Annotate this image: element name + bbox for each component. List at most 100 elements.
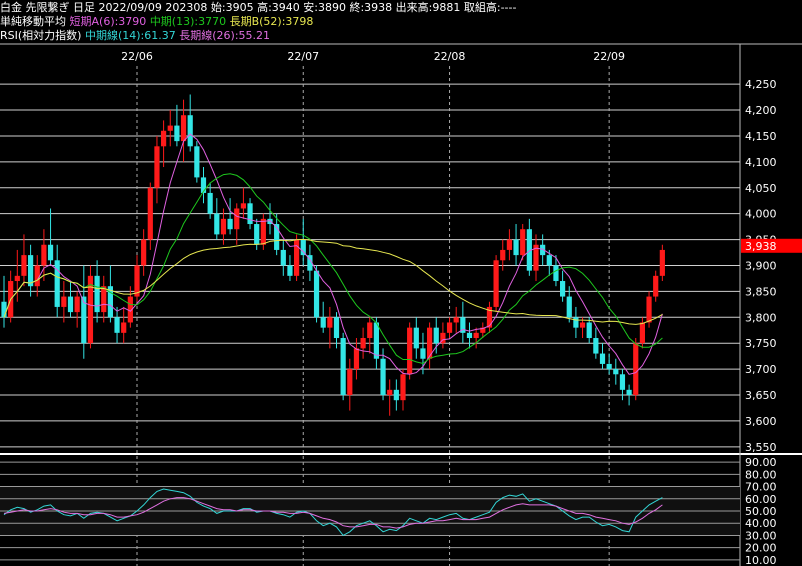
candle-body xyxy=(180,115,187,142)
candle-body xyxy=(81,296,87,344)
up-candle xyxy=(440,322,446,349)
candle-body xyxy=(340,338,346,396)
up-candle xyxy=(34,255,40,297)
price-tick-label: 3,550 xyxy=(745,441,777,454)
ma-mid-line xyxy=(3,173,663,365)
down-candle xyxy=(214,198,220,240)
candle-body xyxy=(127,296,133,323)
candle-body xyxy=(586,322,592,339)
candle-body xyxy=(200,177,207,193)
up-candle xyxy=(453,306,459,333)
date-tick-label: 22/07 xyxy=(287,50,319,63)
ma-title: 単純移動平均 xyxy=(0,15,66,28)
candle-body xyxy=(387,389,393,396)
rsi-grid xyxy=(0,461,740,561)
up-candle xyxy=(646,291,652,328)
rsi-tick-label: 40.00 xyxy=(745,517,777,530)
candle-body xyxy=(480,327,486,333)
candle-body xyxy=(254,224,260,245)
down-candle xyxy=(613,358,619,385)
up-candle xyxy=(353,338,360,380)
price-tick-label: 3,650 xyxy=(745,389,777,402)
down-candle xyxy=(333,312,340,349)
candle-body xyxy=(566,296,572,318)
down-candle xyxy=(526,218,532,276)
rsi-tick-label: 60.00 xyxy=(745,493,777,506)
quote-header: 白金 先限繋ぎ 日足 2022/09/09 202308 始:3905 高:39… xyxy=(0,0,516,15)
up-candle xyxy=(220,208,227,245)
quote-summary: 白金 先限繋ぎ 日足 2022/09/09 202308 始:3905 高:39… xyxy=(0,1,517,14)
down-candle xyxy=(566,286,572,323)
candle-body xyxy=(433,327,439,344)
candle-body xyxy=(513,239,519,256)
down-candle xyxy=(606,353,612,375)
candle-body xyxy=(161,130,167,147)
up-candle xyxy=(633,338,639,401)
up-candle xyxy=(360,327,366,359)
moving-averages xyxy=(3,133,663,375)
candle-body xyxy=(353,348,360,370)
up-candle xyxy=(167,110,173,147)
up-candle xyxy=(367,317,373,354)
price-tick-label: 3,800 xyxy=(745,311,777,324)
candle-body xyxy=(94,275,100,313)
up-candle xyxy=(74,291,80,328)
rsi-tick-label: 50.00 xyxy=(745,505,777,518)
down-candle xyxy=(107,265,113,323)
candle-body xyxy=(360,338,366,349)
up-candle xyxy=(14,249,20,302)
down-candle xyxy=(573,306,579,339)
down-candle xyxy=(413,317,419,359)
up-candle xyxy=(480,322,486,339)
candle-body xyxy=(313,270,320,318)
price-axis: 3,550 3,600 3,650 3,700 3,750 3,800 3,850 3,900… xyxy=(745,78,777,454)
last-price-badge: 3,938 xyxy=(741,238,802,253)
rsi-mid-line xyxy=(3,488,663,537)
candle-body xyxy=(28,255,34,287)
down-candle xyxy=(47,208,54,266)
candle-body xyxy=(427,327,433,359)
up-candle xyxy=(294,234,300,282)
ma-legend: 単純移動平均 短期A(6):3790 中期(13):3770 長期B(52):3… xyxy=(0,14,313,29)
down-candle xyxy=(586,317,592,344)
last-price-box xyxy=(741,238,802,253)
candle-body xyxy=(267,218,273,225)
rsi-axis: 10.0020.0030.0040.0050.0060.0070.0080.00… xyxy=(745,456,777,566)
price-tick-label: 4,000 xyxy=(745,208,777,221)
candle-body xyxy=(194,146,200,178)
candle-body xyxy=(593,338,599,354)
date-axis: 22/06 22/07 22/08 22/09 xyxy=(121,50,625,63)
down-candle xyxy=(54,244,60,318)
up-candle xyxy=(500,239,506,271)
candle-body xyxy=(653,275,659,297)
candle-body xyxy=(167,125,173,131)
down-candle xyxy=(300,218,306,266)
down-candle xyxy=(513,224,519,266)
price-tick-label: 4,150 xyxy=(745,130,777,143)
up-candle xyxy=(473,327,479,349)
rsi-long-label: 長期線(26):55.21 xyxy=(179,29,271,42)
candle-body xyxy=(280,249,286,266)
down-candle xyxy=(420,332,426,375)
down-candle xyxy=(67,281,74,318)
candle-body xyxy=(101,286,107,313)
candle-body xyxy=(453,317,459,323)
up-candle xyxy=(533,234,539,282)
down-candle xyxy=(380,348,386,401)
date-tick-label: 22/08 xyxy=(434,50,466,63)
down-candle xyxy=(28,244,34,297)
up-candle xyxy=(579,317,586,339)
candle-body xyxy=(220,218,227,235)
candle-body xyxy=(1,301,7,318)
candle-body xyxy=(347,369,353,396)
candle-body xyxy=(460,317,466,333)
candle-body xyxy=(380,358,386,396)
candle-body xyxy=(440,332,446,344)
rsi-tick-label: 90.00 xyxy=(745,456,777,469)
candle-body xyxy=(287,265,293,276)
down-candle xyxy=(254,218,260,250)
chart-frame xyxy=(0,43,802,566)
down-candle xyxy=(599,343,606,370)
down-candle xyxy=(540,234,546,266)
